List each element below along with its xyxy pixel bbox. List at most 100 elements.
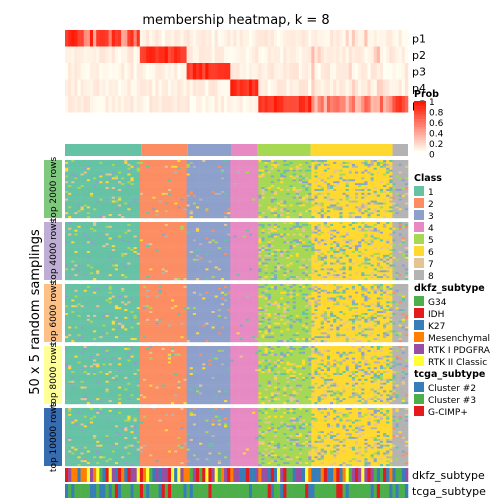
membership-cell [189, 239, 194, 242]
membership-cell [330, 173, 334, 176]
membership-cell [164, 231, 169, 234]
membership-cell [345, 208, 350, 211]
membership-cell [71, 216, 75, 219]
membership-cell [367, 206, 371, 209]
membership-cell [401, 194, 406, 197]
membership-cell [80, 175, 85, 178]
membership-cell [71, 196, 75, 199]
membership-cell [220, 204, 225, 207]
prob-cell [367, 63, 371, 80]
membership-cell [171, 225, 175, 228]
membership-cell [333, 192, 337, 195]
membership-cell [102, 194, 106, 197]
membership-cell [96, 183, 100, 186]
membership-cell [242, 231, 247, 234]
prob-cell [345, 96, 350, 113]
membership-cell [283, 212, 287, 215]
membership-cell [139, 194, 144, 197]
membership-cell [392, 227, 396, 230]
membership-cell [252, 225, 256, 228]
membership-cell [255, 189, 259, 192]
membership-cell [367, 177, 371, 180]
membership-cell [121, 241, 125, 244]
membership-cell [270, 222, 275, 225]
prob-cell [71, 96, 75, 113]
membership-cell [248, 216, 253, 219]
membership-cell [248, 187, 253, 190]
membership-cell [192, 194, 197, 197]
membership-cell [93, 160, 97, 163]
membership-cell [149, 229, 153, 232]
membership-cell [139, 175, 144, 178]
membership-cell [214, 206, 219, 209]
membership-cell [174, 187, 178, 190]
membership-cell [224, 208, 228, 211]
membership-cell [286, 181, 290, 184]
prob-cell [130, 63, 134, 80]
membership-cell [177, 223, 181, 227]
membership-cell [183, 160, 187, 163]
membership-cell [83, 173, 88, 176]
prob-cell [80, 46, 85, 63]
membership-cell [314, 222, 318, 225]
prob-cell [174, 30, 178, 47]
prob-row-label: p2 [412, 49, 426, 62]
membership-cell [124, 200, 128, 203]
membership-cell [99, 198, 103, 201]
membership-cell [83, 194, 88, 197]
membership-cell [354, 192, 359, 195]
prob-cell [199, 46, 203, 63]
membership-cell [370, 198, 374, 201]
prob-cell [236, 79, 240, 96]
membership-cell [330, 169, 334, 172]
membership-cell [383, 169, 387, 172]
membership-cell [214, 165, 219, 168]
membership-cell [320, 208, 325, 211]
membership-cell [195, 223, 200, 227]
membership-cell [398, 237, 403, 240]
prob-cell [133, 96, 138, 113]
membership-cell [255, 192, 259, 195]
membership-cell [255, 225, 259, 228]
membership-cell [236, 214, 240, 217]
prob-cell [224, 46, 228, 63]
membership-cell [264, 235, 268, 238]
membership-cell [283, 167, 287, 170]
membership-cell [264, 202, 268, 205]
membership-cell [383, 223, 387, 227]
membership-cell [161, 208, 166, 211]
prob-cell [71, 63, 75, 80]
membership-cell [270, 173, 275, 176]
membership-cell [68, 241, 72, 244]
prob-cell [177, 79, 181, 96]
membership-cell [311, 177, 315, 180]
prob-cell [245, 30, 250, 47]
membership-cell [370, 175, 374, 178]
membership-cell [354, 206, 359, 209]
membership-cell [99, 200, 103, 203]
membership-cell [192, 222, 197, 225]
membership-cell [133, 216, 138, 219]
membership-cell [379, 177, 384, 180]
membership-cell [220, 233, 225, 236]
membership-cell [383, 163, 387, 166]
prob-cell [308, 79, 312, 96]
membership-cell [264, 165, 268, 168]
membership-cell [280, 208, 284, 211]
membership-cell [264, 161, 268, 165]
prob-cell [142, 46, 147, 63]
membership-cell [367, 187, 371, 190]
membership-cell [261, 192, 265, 195]
membership-cell [161, 167, 166, 170]
prob-cell [283, 46, 287, 63]
membership-cell [83, 192, 88, 195]
membership-cell [292, 235, 297, 238]
prob-cell [389, 46, 393, 63]
membership-cell [93, 192, 97, 195]
membership-cell [364, 169, 368, 172]
membership-cell [305, 206, 309, 209]
membership-cell [93, 233, 97, 236]
membership-cell [277, 183, 281, 186]
membership-cell [317, 227, 321, 230]
membership-cell [252, 163, 256, 166]
